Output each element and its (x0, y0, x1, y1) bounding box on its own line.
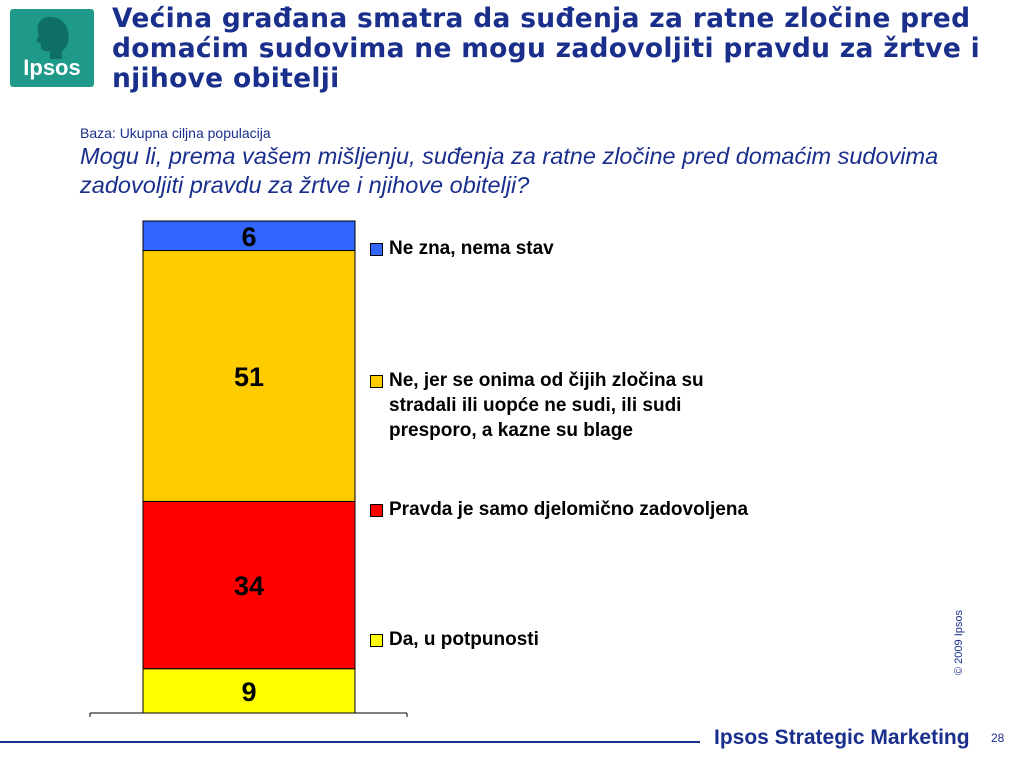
base-note: Baza: Ukupna ciljna populacija (80, 125, 271, 141)
survey-question: Mogu li, prema vašem mišljenju, suđenja … (80, 143, 939, 198)
bar-segment-3 (142, 220, 356, 252)
data-label-1: 34 (234, 571, 264, 601)
legend-swatch (370, 375, 383, 388)
legend-label: Ne zna, nema stav (389, 238, 554, 259)
bar-segment-2 (142, 250, 356, 502)
page-number: 28 (991, 731, 1005, 745)
copyright-note: © 2009 Ipsos (953, 610, 965, 675)
logo-wordmark: Ipsos (23, 55, 81, 80)
footer-divider (0, 741, 700, 743)
legend-swatch (370, 504, 383, 517)
data-label-0: 9 (241, 677, 256, 707)
data-label-2: 51 (234, 362, 264, 392)
head-silhouette-icon (36, 17, 69, 59)
bar-segment-1 (142, 500, 356, 670)
data-label-3: 6 (241, 222, 256, 252)
legend-label: Ne, jer se onima od čijih zločina su str… (389, 370, 704, 441)
legend-label: Da, u potpunosti (389, 629, 539, 650)
ipsos-logo: Ipsos (10, 9, 94, 87)
footer-brand: Ipsos Strategic Marketing (714, 726, 970, 749)
legend-swatch (370, 243, 383, 256)
legend-label: Pravda je samo djelomično zadovoljena (389, 499, 749, 520)
legend-swatch (370, 634, 383, 647)
slide-title: Većina građana smatra da suđenja za ratn… (112, 3, 981, 94)
bar-segment-0 (142, 668, 356, 714)
